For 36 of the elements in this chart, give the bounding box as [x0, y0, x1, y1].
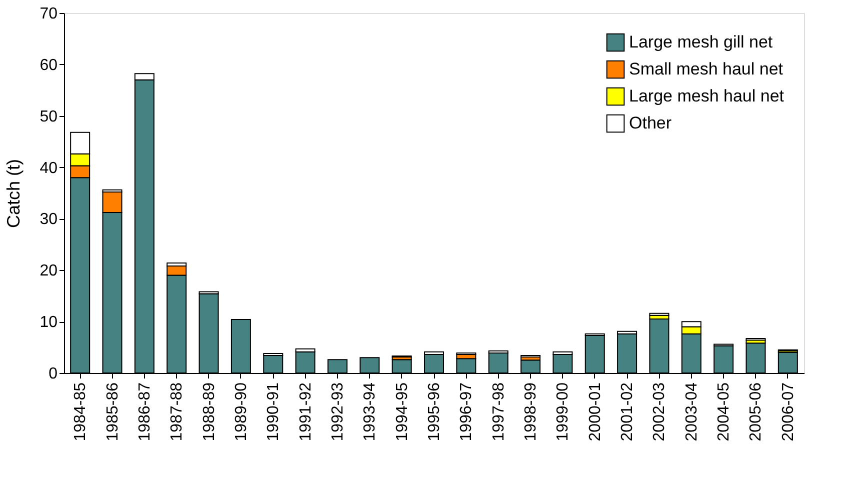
y-tick-label: 60	[40, 56, 58, 74]
x-tick-label: 1989-90	[232, 382, 250, 442]
y-tick-label: 40	[40, 160, 58, 177]
y-tick-label: 50	[40, 108, 58, 126]
y-tick-label: 30	[40, 211, 58, 228]
x-tick-label: 1991-92	[297, 382, 314, 442]
x-tick-label: 1990-91	[265, 382, 282, 442]
x-tick-label: 1997-98	[490, 382, 508, 442]
x-tick-label: 1995-96	[426, 382, 443, 442]
x-tick-label: 2004-05	[716, 382, 733, 442]
x-tick-label: 1987-88	[168, 382, 186, 442]
x-tick-label: 1999-00	[554, 382, 572, 442]
x-tick-label: 1984-85	[72, 382, 90, 442]
x-tick-label: 1996-97	[458, 382, 476, 442]
y-tick-label: 20	[40, 262, 58, 280]
x-tick-label: 1992-93	[329, 382, 346, 442]
x-tick-label: 1998-99	[522, 382, 540, 442]
x-tick-label: 1986-87	[136, 382, 154, 442]
legend-label: Large mesh gill net	[629, 32, 773, 52]
y-axis-title: Catch (t)	[4, 158, 24, 228]
y-tick-label: 0	[48, 366, 58, 382]
x-tick-label: 1988-89	[200, 382, 218, 442]
x-tick-label: 1994-95	[394, 382, 411, 442]
y-tick-label: 10	[40, 314, 58, 332]
legend-label: Other	[629, 114, 672, 132]
y-tick-label: 70	[40, 6, 58, 22]
x-tick-label: 2005-06	[748, 382, 765, 442]
x-tick-label: 1993-94	[362, 382, 379, 442]
legend-label: Small mesh haul net	[629, 60, 784, 78]
legend-label: Large mesh haul net	[629, 86, 784, 106]
x-tick-label: 2006-07	[780, 382, 797, 442]
x-tick-label: 2000-01	[586, 382, 604, 442]
x-tick-label: 2001-02	[619, 382, 636, 442]
x-tick-label: 1985-86	[104, 382, 122, 442]
x-tick-label: 2002-03	[651, 382, 668, 442]
x-tick-label: 2003-04	[683, 382, 700, 442]
